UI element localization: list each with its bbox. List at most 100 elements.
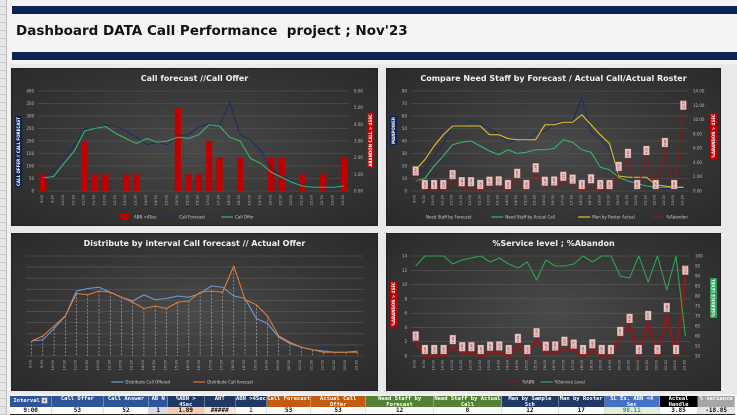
svg-text:2: 2 [404,339,407,344]
svg-text:14:30: 14:30 [154,194,158,205]
table-cell[interactable]: 98.11 [604,407,660,414]
svg-text:9:00: 9:00 [413,359,417,368]
svg-text:20:00: 20:00 [276,359,280,370]
column-header-label: ABN >4Sec [236,396,266,402]
svg-text:0.00: 0.00 [655,347,659,353]
table-cell[interactable]: 53 [267,407,312,414]
row-divider [0,326,7,327]
column-header[interactable]: %ABN > 4Sec [167,396,205,407]
table-cell[interactable]: 52 [103,407,150,414]
svg-text:0.00: 0.00 [608,182,612,188]
svg-text:23:30: 23:30 [341,194,345,205]
chart-plot: 0 2 4 6 8 10 12 14 50 55 60 65 70 75 80 85 90 95 100 9:00 9:… [402,254,703,385]
svg-text:5.88: 5.88 [665,305,669,311]
svg-text:9:00: 9:00 [29,359,33,368]
left-axis-title: %ABANDON > 4SEC [390,281,397,328]
table-cell[interactable]: 1 [235,407,268,414]
svg-text:50: 50 [695,354,701,359]
svg-text:22:00: 22:00 [653,194,657,205]
table-cell[interactable]: 1.89 [167,407,205,414]
table-cell[interactable]: 53 [52,407,104,414]
svg-text:9:30: 9:30 [422,194,426,203]
svg-text:80: 80 [402,89,408,94]
row-divider [0,86,7,87]
chart-call-forecast-vs-offer[interactable]: Call forecast //Call Offer 0 50 100 150 200 2… [11,68,378,226]
table-cell[interactable]: 8 [434,407,502,414]
svg-text:21:30: 21:30 [645,359,649,370]
row-divider [0,206,7,207]
svg-text:10:00: 10:00 [51,359,55,370]
column-header[interactable]: % variance [698,396,736,407]
column-header[interactable]: Actual Handle [659,396,699,407]
svg-text:13:30: 13:30 [496,194,500,205]
chart-need-staff-compare[interactable]: Compare Need Staff by Forecast / Actual … [386,68,721,226]
chart-distribute-by-interval[interactable]: Distribute by interval Call forecast // … [11,233,378,391]
column-header[interactable]: Call Offer [52,396,104,407]
svg-text:1.89: 1.89 [414,168,418,174]
legend-label: Need Staff by Actual Call [505,215,555,220]
row-divider [0,238,7,239]
svg-text:4: 4 [404,325,407,330]
column-header-label: Call Answer [107,396,145,402]
svg-text:22:30: 22:30 [664,359,668,370]
row-divider [0,222,7,223]
svg-text:21:30: 21:30 [309,359,313,370]
table-cell[interactable]: 12 [501,407,559,414]
row-divider [0,374,7,375]
svg-text:22:30: 22:30 [332,359,336,370]
row-divider [0,286,7,287]
svg-text:12:00: 12:00 [468,359,472,370]
chart-service-level-abandon[interactable]: %Service level ; %Abandon 0 2 4 6 8 10 12 14 50 5… [386,233,721,391]
svg-text:1.56: 1.56 [516,335,520,341]
column-header[interactable]: AB N [149,396,168,407]
column-header[interactable]: Need Staff by Actual Call [434,396,502,407]
row-divider [0,214,7,215]
svg-text:100: 100 [26,164,34,169]
column-header[interactable]: SL Ex. ABN <4 Sec [604,396,660,407]
row-divider [0,150,7,151]
svg-text:5.00: 5.00 [354,105,363,110]
filter-dropdown-icon[interactable]: ▾ [40,397,48,404]
svg-text:18:00: 18:00 [579,194,583,205]
table-cell[interactable]: 3.85 [659,407,699,414]
svg-text:22:30: 22:30 [320,194,324,205]
row-divider [0,358,7,359]
svg-text:18:00: 18:00 [580,359,584,370]
table-cell[interactable]: 12 [366,407,435,414]
svg-text:16:30: 16:30 [552,359,556,370]
svg-text:18:00: 18:00 [227,194,231,205]
svg-text:14:30: 14:30 [515,359,519,370]
svg-text:23:30: 23:30 [682,359,686,370]
column-header[interactable]: AHT [204,396,236,407]
svg-text:9:30: 9:30 [422,359,426,368]
column-header[interactable]: Call Forecast [267,396,312,407]
svg-text:22:00: 22:00 [321,359,325,370]
table-cell[interactable]: -18.85 [698,407,736,414]
table-cell[interactable]: 1 [149,407,168,414]
svg-text:0.00: 0.00 [507,347,511,353]
table-cell[interactable]: 9:00 [10,407,53,414]
table-cell[interactable]: 17 [558,407,605,414]
svg-text:20:00: 20:00 [268,194,272,205]
row-divider [0,342,7,343]
column-header[interactable]: Man by Sample Sch [501,396,559,407]
title-bar-bottom [12,52,737,60]
table-cell[interactable]: 53 [311,407,367,414]
row-divider [0,110,7,111]
legend-label: ABN >4Sec [134,215,157,220]
table-header-row: Interval ▾ Call Offer Call Answer AB N %ABN >… [10,396,736,407]
svg-text:0.49: 0.49 [552,178,556,184]
column-header[interactable]: ABN >4Sec [235,396,268,407]
column-header[interactable]: Actual Call Offer [311,396,367,407]
column-header[interactable]: Interval ▾ [10,396,53,407]
column-header[interactable]: Man by Roster [558,396,605,407]
column-header[interactable]: Need Staff by Forecast [366,396,435,407]
row-divider [0,254,7,255]
svg-text:0.00: 0.00 [600,347,604,353]
svg-text:17:30: 17:30 [216,194,220,205]
svg-text:23:00: 23:00 [330,194,334,205]
svg-text:20:30: 20:30 [279,194,283,205]
column-header[interactable]: Call Answer [103,396,150,407]
table-cell[interactable]: ##### [204,407,236,414]
